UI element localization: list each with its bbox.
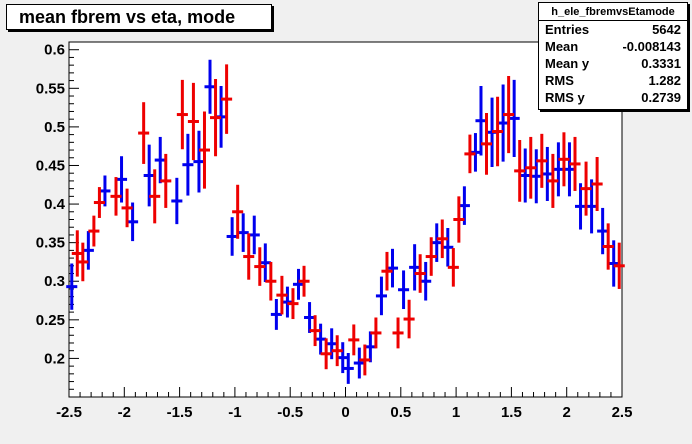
y-tick-label: 0.55 <box>36 80 65 97</box>
y-tick-label: 0.5 <box>44 119 65 136</box>
stats-row-rms: RMS 1.282 <box>539 72 687 89</box>
stats-label: Entries <box>545 22 590 37</box>
y-tick-label: 0.25 <box>36 312 65 329</box>
y-tick-label: 0.35 <box>36 235 65 252</box>
x-tick-label: -2 <box>118 404 131 421</box>
series-1 <box>71 64 625 376</box>
chart-title: mean fbrem vs eta, mode <box>6 4 272 30</box>
stats-value: 0.2739 <box>641 90 681 105</box>
x-tick-labels: -2.5 -2 -1.5 -1 -0.5 0 0.5 1 1.5 2 2.5 <box>56 404 632 421</box>
y-tick-label: 0.45 <box>36 157 65 174</box>
x-tick-label: -2.5 <box>56 404 82 421</box>
x-tick-label: 0 <box>341 404 349 421</box>
stats-label: Mean <box>545 39 579 54</box>
x-tick-label: 0.5 <box>390 404 411 421</box>
stats-value: 1.282 <box>648 73 681 88</box>
y-tick-label: 0.2 <box>44 350 65 367</box>
stats-row-mean: Mean -0.008143 <box>539 38 687 55</box>
y-tick-label: 0.4 <box>44 196 66 213</box>
stats-value: 0.3331 <box>641 56 681 71</box>
x-tick-label: -1.5 <box>167 404 193 421</box>
axis-ticks <box>68 41 623 398</box>
stats-label: Mean y <box>545 56 590 71</box>
series-0 <box>66 59 620 384</box>
plot-area <box>68 41 623 398</box>
stats-label: RMS <box>545 73 574 88</box>
stats-value: -0.008143 <box>622 39 681 54</box>
x-tick-label: 1 <box>452 404 460 421</box>
chart-title-text: mean fbrem vs eta, mode <box>19 6 236 27</box>
x-tick-label: 2.5 <box>612 404 633 421</box>
y-tick-label: 0.6 <box>44 42 65 59</box>
stats-row-entries: Entries 5642 <box>539 21 687 38</box>
y-tick-label: 0.3 <box>44 273 65 290</box>
x-tick-label: -0.5 <box>277 404 303 421</box>
stats-name: h_ele_fbremvsEtamode <box>539 3 687 21</box>
x-tick-label: 2 <box>563 404 571 421</box>
x-tick-label: 1.5 <box>501 404 522 421</box>
y-tick-labels: 0.2 0.25 0.3 0.35 0.4 0.45 0.5 0.55 0.6 <box>36 42 66 368</box>
stats-row-rms-y: RMS y 0.2739 <box>539 89 687 106</box>
x-tick-label: -1 <box>228 404 241 421</box>
stats-row-mean-y: Mean y 0.3331 <box>539 55 687 72</box>
stats-value: 5642 <box>652 22 681 37</box>
data-points <box>66 59 625 384</box>
stats-box: h_ele_fbremvsEtamode Entries 5642 Mean -… <box>538 2 688 110</box>
stats-label: RMS y <box>545 90 585 105</box>
